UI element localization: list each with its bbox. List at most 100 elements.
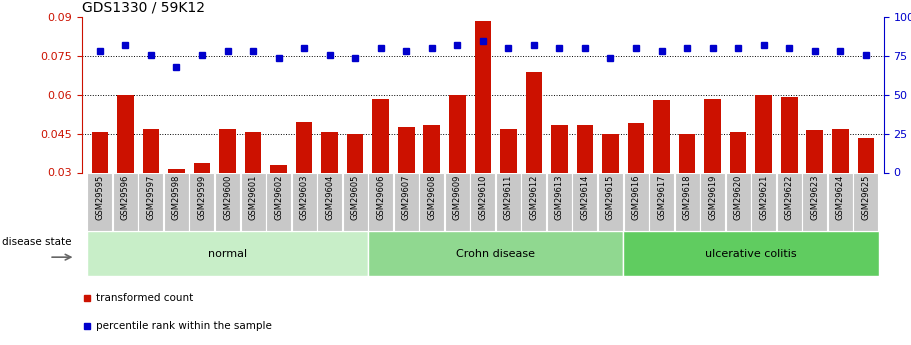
Bar [857, 138, 874, 250]
Bar [777, 173, 802, 230]
Bar [730, 132, 746, 250]
Bar [726, 173, 751, 230]
Bar [679, 134, 695, 250]
Text: GSM29610: GSM29610 [478, 174, 487, 220]
Text: GSM29624: GSM29624 [835, 174, 844, 220]
Text: Crohn disease: Crohn disease [456, 249, 535, 258]
Text: GSM29620: GSM29620 [733, 174, 742, 220]
Bar [521, 173, 547, 230]
Bar [551, 125, 568, 250]
Bar [854, 173, 878, 230]
Bar [781, 97, 797, 250]
Text: GSM29603: GSM29603 [300, 174, 309, 220]
Text: transformed count: transformed count [96, 293, 193, 303]
Text: GSM29605: GSM29605 [351, 174, 360, 220]
Bar [628, 123, 644, 250]
Bar [118, 95, 134, 250]
Bar [394, 173, 419, 230]
Bar [245, 132, 261, 250]
Bar [347, 134, 363, 250]
Bar [113, 173, 138, 230]
Bar [241, 173, 266, 230]
Bar [343, 173, 368, 230]
Text: GSM29604: GSM29604 [325, 174, 334, 220]
Bar [755, 95, 772, 250]
Bar [215, 173, 240, 230]
Bar [87, 231, 368, 276]
Bar [368, 231, 623, 276]
Bar [547, 173, 572, 230]
Bar [419, 173, 445, 230]
Bar [92, 132, 108, 250]
Text: GSM29606: GSM29606 [376, 174, 385, 220]
Text: GSM29597: GSM29597 [147, 174, 156, 220]
Text: GSM29599: GSM29599 [198, 174, 207, 219]
Bar [572, 173, 598, 230]
Text: GSM29598: GSM29598 [172, 174, 181, 220]
Bar [164, 173, 189, 230]
Bar [189, 173, 214, 230]
Bar [470, 173, 496, 230]
Bar [475, 21, 491, 250]
Text: GSM29625: GSM29625 [861, 174, 870, 220]
Text: GSM29596: GSM29596 [121, 174, 130, 220]
Bar [445, 173, 470, 230]
Bar [373, 99, 389, 250]
Text: GSM29600: GSM29600 [223, 174, 232, 220]
Bar [700, 173, 725, 230]
Text: GSM29607: GSM29607 [402, 174, 411, 220]
Bar [143, 128, 159, 250]
Text: disease state: disease state [2, 237, 71, 247]
Bar [266, 173, 292, 230]
Text: GSM29602: GSM29602 [274, 174, 283, 220]
Bar [296, 122, 312, 250]
Bar [169, 169, 185, 250]
Bar [424, 125, 440, 250]
Bar [292, 173, 317, 230]
Text: GSM29617: GSM29617 [657, 174, 666, 220]
Bar [806, 130, 823, 250]
Text: GSM29621: GSM29621 [759, 174, 768, 220]
Bar [398, 127, 415, 250]
Bar [649, 173, 674, 230]
Bar [317, 173, 343, 230]
Text: GSM29608: GSM29608 [427, 174, 436, 220]
Bar [598, 173, 623, 230]
Text: GSM29618: GSM29618 [682, 174, 691, 220]
Bar [138, 173, 163, 230]
Bar [653, 100, 670, 250]
Bar [449, 95, 466, 250]
Text: GSM29613: GSM29613 [555, 174, 564, 220]
Bar [220, 128, 236, 250]
Text: GSM29615: GSM29615 [606, 174, 615, 220]
Bar [704, 99, 721, 250]
Bar [803, 173, 827, 230]
Bar [752, 173, 776, 230]
Bar [623, 173, 649, 230]
Text: GSM29616: GSM29616 [631, 174, 640, 220]
Text: GSM29614: GSM29614 [580, 174, 589, 220]
Text: GSM29611: GSM29611 [504, 174, 513, 220]
Text: GSM29619: GSM29619 [708, 174, 717, 220]
Bar [322, 132, 338, 250]
Text: GSM29601: GSM29601 [249, 174, 258, 220]
Bar [602, 134, 619, 250]
Bar [496, 173, 521, 230]
Bar [674, 173, 700, 230]
Bar [832, 128, 848, 250]
Text: ulcerative colitis: ulcerative colitis [705, 249, 797, 258]
Bar [623, 231, 878, 276]
Bar [368, 173, 394, 230]
Text: percentile rank within the sample: percentile rank within the sample [96, 321, 271, 331]
Bar [577, 125, 593, 250]
Bar [828, 173, 853, 230]
Bar [194, 164, 210, 250]
Bar [526, 71, 542, 250]
Text: GSM29622: GSM29622 [784, 174, 793, 220]
Text: GSM29595: GSM29595 [96, 174, 105, 219]
Text: GSM29609: GSM29609 [453, 174, 462, 220]
Text: normal: normal [208, 249, 247, 258]
Text: GDS1330 / 59K12: GDS1330 / 59K12 [82, 1, 205, 15]
Bar [500, 128, 517, 250]
Bar [271, 165, 287, 250]
